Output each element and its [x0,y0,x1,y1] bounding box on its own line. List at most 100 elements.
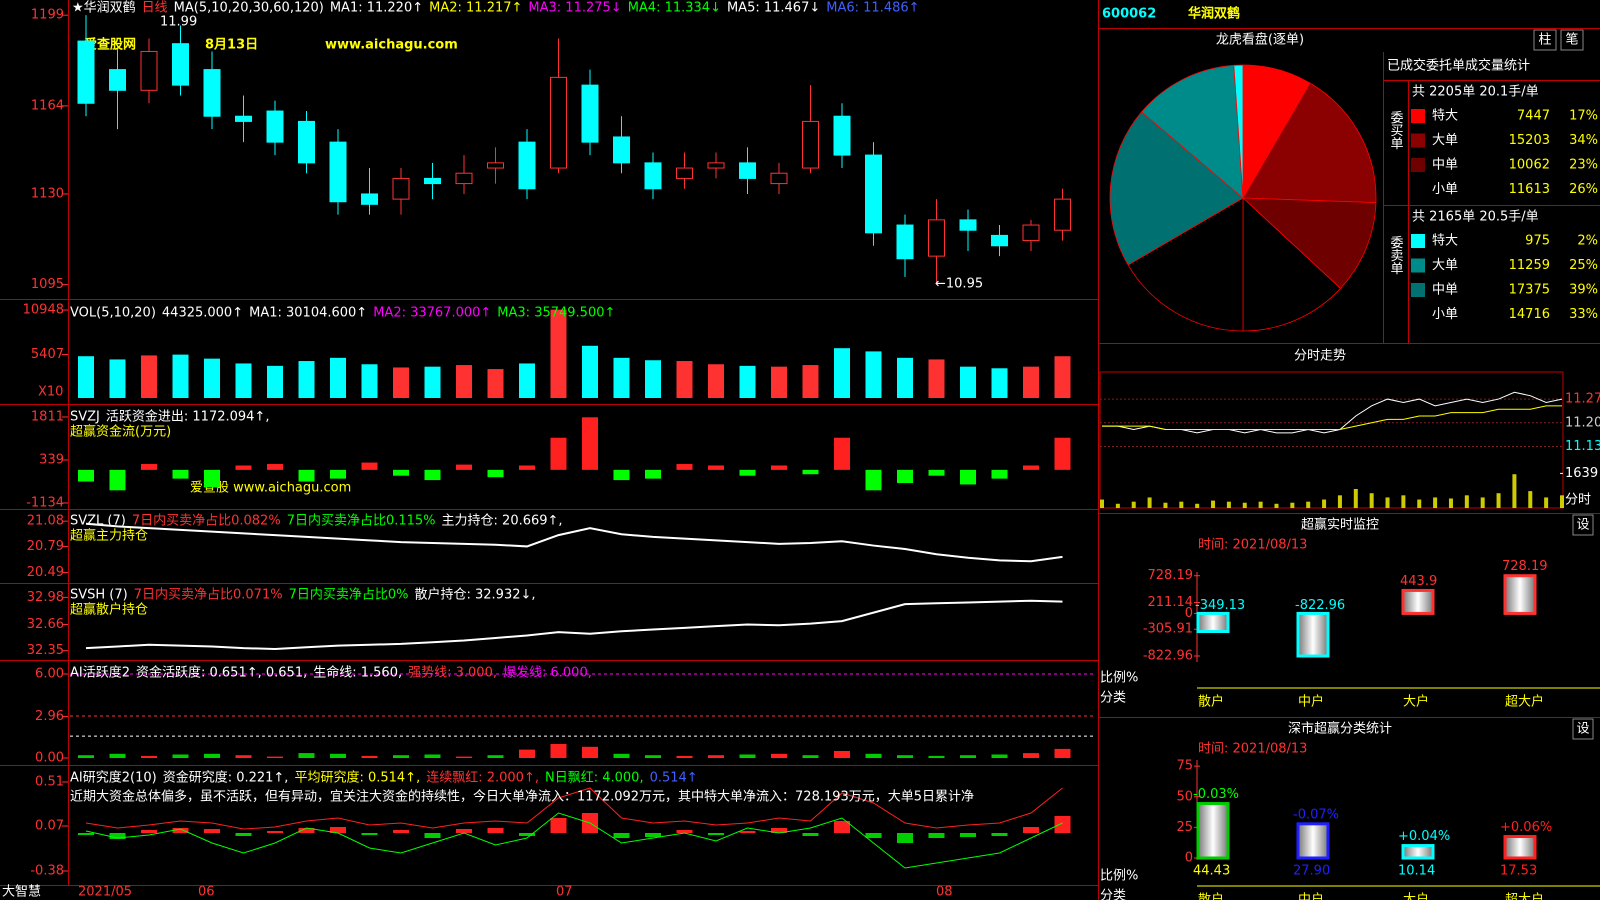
bar [1401,495,1406,508]
bar [1480,497,1485,508]
bar [172,354,189,398]
bar [613,833,630,838]
stock-name: 华润双鹤 [1188,6,1240,22]
label: 44325.000↑ [162,306,243,321]
bar [676,361,693,398]
label: 7日内买卖净占比0.071% [134,587,283,603]
bar [550,818,567,833]
y-tick-label: -1134 [26,495,64,510]
table-title: 已成交委托单成交量统计 [1387,58,1530,74]
label: N日飘红: 4.000, [545,770,644,786]
bar [1296,611,1330,658]
bar [613,469,630,481]
candle-body [739,162,756,179]
y-tick-label: 2.96 [35,709,64,724]
bar [393,367,409,398]
label: MA2: 11.217↑ [429,1,522,16]
button-frame[interactable] [1560,29,1584,51]
row-value: 17375 [1509,283,1550,298]
row-value: 975 [1525,234,1550,249]
y-tick-label: 1130 [31,186,64,201]
value-label: -349.13 [1195,598,1245,613]
date-label: 08 [936,885,953,900]
y-tick-label: 21.08 [27,514,64,529]
bar [235,363,252,398]
candle-body [833,115,851,156]
bar [1433,497,1438,508]
pie-slice [1127,197,1244,332]
button[interactable]: 设 [1576,722,1589,737]
value-label: 17.53 [1500,864,1537,879]
candle-body [928,219,945,257]
x-tick-label: 散户 [1198,694,1224,710]
y-tick-label: 25 [1176,820,1193,835]
candle-body [991,234,1008,247]
label: MA3: 11.275↓ [528,1,621,16]
button[interactable]: 设 [1576,518,1589,533]
bar [78,755,94,758]
bar [1322,499,1327,508]
bar [1211,500,1216,508]
bar [1337,495,1342,508]
bar [267,756,283,758]
candle-body [298,120,315,164]
bar [645,833,661,837]
y-tick-label: 728.19 [1148,568,1194,583]
line [85,599,1063,651]
bar [78,833,94,835]
button-frame[interactable] [1572,718,1594,740]
x-tick-label: 超大户 [1505,892,1544,900]
brand: 大智慧 [2,884,41,900]
pie-slice [1242,197,1342,332]
change-label: +0.06% [1500,820,1552,835]
label: 7日内买卖净占比0.115% [287,513,436,529]
bar [1054,748,1071,758]
bar [802,469,819,475]
bar [1054,437,1071,470]
label: AI活跃度2 [70,665,130,681]
bar [1023,753,1039,758]
bar [1290,502,1295,508]
row-name: 大单 [1432,258,1458,273]
candle-body [361,193,378,205]
button[interactable]: 笔 [1565,32,1578,48]
value-label: 10.14 [1398,864,1435,879]
bar [1512,474,1517,508]
label: 生命线: 1.560, [313,665,402,681]
date-label: 06 [198,885,215,900]
bar [960,755,976,758]
label: SVZJ [70,410,100,425]
bar [1054,816,1071,833]
label: 资金活跃度: 0.651↑, 0.651, [136,665,307,681]
bar [172,828,189,833]
bar [1448,498,1453,508]
label: MA6: 11.486↑ [826,1,919,16]
bar [235,755,252,758]
y-tick-label: 75 [1176,759,1193,774]
bar [802,365,819,398]
bar [960,366,976,398]
button-frame[interactable] [1533,29,1557,51]
bar [1296,822,1330,860]
label: 7日内买卖净占比0% [289,587,409,603]
bar [1196,802,1230,860]
value-label: 728.19 [1502,559,1548,574]
bar [519,465,535,470]
bar [897,833,913,843]
date-label: 07 [556,885,573,900]
bar [1503,574,1537,615]
bar [456,464,472,470]
button[interactable]: 柱 [1538,33,1551,48]
button-frame[interactable] [1572,514,1594,536]
row-name: 中单 [1432,283,1458,298]
row-value: 10062 [1509,158,1550,173]
bar [393,469,409,476]
bar [298,361,315,398]
label: 强势线: 3.000, [408,665,497,681]
candle-body [77,40,95,104]
comment: 近期大资金总体偏多，虽不活跃，但有异动，宜关注大资金的持续性，今日大单净流入：1… [70,789,974,805]
bar [1195,503,1200,508]
bar [456,365,472,398]
bar [1100,499,1104,508]
line [85,787,1063,830]
